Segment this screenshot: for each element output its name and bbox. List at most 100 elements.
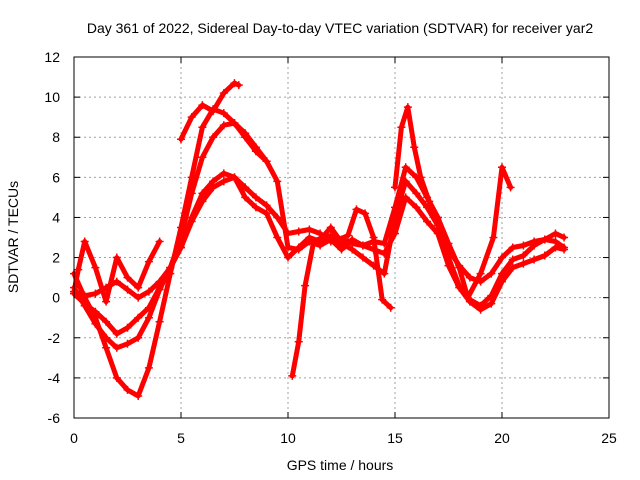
series-track-a <box>70 105 569 400</box>
data-point <box>177 233 185 242</box>
plot-frame <box>73 56 610 419</box>
data-point <box>380 269 389 278</box>
x-tick-label: 25 <box>601 430 617 446</box>
data-point <box>412 203 421 212</box>
data-point <box>386 303 395 312</box>
data-point <box>91 319 100 328</box>
data-point <box>403 103 412 112</box>
data-point <box>198 123 207 132</box>
data-point <box>234 81 243 90</box>
data-point <box>284 229 292 238</box>
data-point <box>519 251 528 260</box>
data-point <box>425 197 434 206</box>
data-point <box>326 223 335 232</box>
data-point <box>273 233 282 242</box>
x-tick-label: 15 <box>387 430 403 446</box>
x-tick-label: 5 <box>177 430 185 446</box>
data-point <box>519 241 528 250</box>
y-tick-label: 10 <box>44 89 60 105</box>
data-point <box>102 317 111 326</box>
data-point <box>209 133 218 142</box>
data-point <box>251 203 260 212</box>
data-point <box>508 243 517 252</box>
data-point <box>416 173 425 182</box>
series-track-f <box>70 237 164 306</box>
data-point <box>251 147 260 156</box>
series-line <box>289 206 394 379</box>
data-point <box>155 237 164 246</box>
data-point <box>219 109 228 118</box>
data-point <box>465 273 474 282</box>
data-point <box>262 201 271 210</box>
data-point <box>551 229 560 238</box>
data-point <box>80 291 89 300</box>
data-point <box>166 263 175 272</box>
data-point <box>401 163 410 172</box>
series-track-g <box>288 205 395 380</box>
data-point <box>209 177 218 186</box>
data-point <box>230 119 239 128</box>
series-track-h <box>391 103 515 302</box>
data-point <box>412 189 421 198</box>
data-point <box>102 333 111 342</box>
data-point <box>410 143 419 152</box>
data-point <box>241 193 250 202</box>
data-point <box>230 173 239 182</box>
data-point <box>508 263 517 272</box>
data-point <box>112 277 121 286</box>
data-point <box>391 203 399 212</box>
data-point <box>506 183 515 192</box>
data-point <box>155 283 164 292</box>
data-point <box>343 231 352 240</box>
data-point <box>560 243 569 252</box>
data-point <box>380 239 389 248</box>
data-point <box>294 337 303 346</box>
data-point <box>455 263 464 272</box>
data-point <box>335 235 344 244</box>
data-point <box>397 123 406 132</box>
data-point <box>476 301 485 310</box>
x-tick-label: 10 <box>280 430 296 446</box>
data-point <box>144 363 153 372</box>
data-point <box>198 189 207 198</box>
data-series <box>70 79 569 400</box>
y-tick-label: 0 <box>52 290 60 306</box>
data-point <box>498 269 506 278</box>
data-point <box>433 213 442 222</box>
data-point <box>134 293 143 302</box>
data-point <box>123 273 132 282</box>
data-point <box>423 217 432 226</box>
data-point <box>487 291 496 300</box>
data-point <box>560 233 569 242</box>
data-point <box>219 169 228 178</box>
data-point <box>391 183 399 192</box>
chart-title: Day 361 of 2022, Sidereal Day-to-day VTE… <box>87 20 593 36</box>
y-tick-label: 12 <box>44 49 60 65</box>
x-tick-label: 20 <box>494 430 510 446</box>
data-point <box>540 251 549 260</box>
y-tick-label: 8 <box>52 129 60 145</box>
data-point <box>284 253 292 262</box>
data-point <box>294 227 303 236</box>
data-point <box>112 329 121 338</box>
data-point <box>476 269 485 278</box>
data-point <box>134 333 143 342</box>
series-track-b <box>70 173 569 352</box>
data-point <box>91 263 100 272</box>
data-point <box>102 343 111 352</box>
y-tick-label: 4 <box>52 209 60 225</box>
data-point <box>144 287 153 296</box>
data-point <box>498 163 506 172</box>
data-point <box>301 281 310 290</box>
data-point <box>369 233 378 242</box>
data-point <box>112 253 121 262</box>
data-point <box>508 255 517 264</box>
data-point <box>273 213 282 222</box>
data-point <box>80 237 89 246</box>
data-point <box>241 183 250 192</box>
data-point <box>102 297 111 306</box>
data-point <box>294 243 303 252</box>
y-tick-label: -2 <box>48 330 61 346</box>
data-point <box>318 233 327 242</box>
